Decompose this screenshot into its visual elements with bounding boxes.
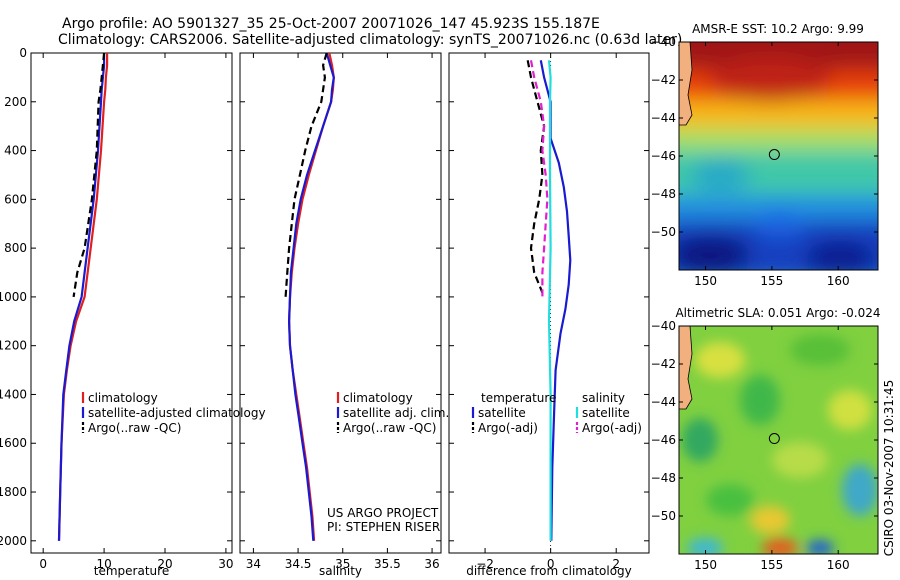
sla-map-title: Altimetric SLA: 0.051 Argo: -0.024 [675,306,880,320]
y-tick-label: −42 [651,73,676,87]
header-line-1: Argo profile: AO 5901327_35 25-Oct-2007 … [62,16,600,32]
x-tick-label: 0 [39,557,47,571]
x-tick-label: 155 [760,558,783,572]
project-line-1: US ARGO PROJECT [327,506,439,520]
series-line [287,52,335,541]
x-tick-label: 150 [694,558,717,572]
x-axis-label: difference from climatology [466,564,632,578]
y-tick-label: −44 [651,395,676,409]
sla-map-raster [679,326,878,554]
legend-entry: satellite [478,406,526,420]
x-tick-label: 160 [827,274,850,288]
y-tick-label: −46 [651,149,676,163]
header-line-2: Climatology: CARS2006. Satellite-adjuste… [58,32,682,48]
x-tick-label: 30 [218,557,233,571]
y-tick-label: −40 [651,35,676,49]
x-tick-label: 35.5 [374,557,401,571]
salinity-profile-frame [239,52,442,554]
difference-profile-frame [448,52,650,554]
series-line [57,53,106,541]
project-line-2: PI: STEPHEN RISER [327,520,440,534]
series-line [529,60,549,297]
legend-entry: climatology [343,391,413,405]
y-tick-label: 0 [19,46,27,60]
sst-map-title: AMSR-E SST: 10.2 Argo: 9.99 [692,22,864,36]
x-tick-label: 2 [612,557,620,571]
y-tick-label: −50 [651,225,676,239]
x-axis-label: temperature [94,564,169,578]
temperature-profile-frame [30,52,233,554]
x-tick-label: 150 [694,274,717,288]
x-tick-label: 35 [335,557,350,571]
y-tick-label: 1600 [0,436,27,450]
y-tick-label: 600 [4,192,27,206]
series-line [539,60,572,541]
timestamp-label: CSIRO 03-Nov-2007 10:31:45 [882,380,896,556]
series-line [284,52,328,297]
y-tick-label: 1800 [0,485,27,499]
y-tick-label: −44 [651,111,676,125]
x-tick-label: 20 [157,557,172,571]
x-tick-label: 155 [760,274,783,288]
y-tick-label: 1200 [0,339,27,353]
series-line [526,60,546,298]
y-tick-label: −40 [651,319,676,333]
series-line [547,60,552,541]
x-tick-label: 34.5 [285,557,312,571]
argo-location-marker [768,433,780,445]
legend-title: salinity [582,391,625,405]
y-tick-label: −48 [651,471,676,485]
legend-entry: climatology [88,391,158,405]
argo-location-marker [768,149,780,161]
y-tick-label: 2000 [0,534,27,548]
x-axis-label: salinity [319,564,362,578]
y-tick-label: 400 [4,144,27,158]
temperature-profile: 0 10 20 30 0 200 400 600 800 1000 1200 1400 1600 1800… [0,46,266,578]
sst-map-raster [679,42,878,270]
salinity-profile: 34 34.5 35 35.5 36 salinity climatologysatelli… [239,52,449,578]
legend-entry: Argo(-adj) [478,421,538,435]
y-tick-label: 800 [4,241,27,255]
legend-title: temperature [481,391,556,405]
x-tick-label: −2 [476,557,494,571]
y-tick-label: 1400 [0,387,27,401]
x-tick-label: 10 [96,557,111,571]
y-tick-label: −48 [651,187,676,201]
legend-entry: Argo(-adj) [582,421,642,435]
y-tick-label: −46 [651,433,676,447]
legend-entry: Argo(..raw -QC) [88,421,181,435]
x-tick-label: 0 [547,557,555,571]
sst-map: 150 155 160 −40 −42 −44 −46 −48 −50 [651,35,879,288]
legend-entry: satellite adj. clim. [343,406,449,420]
y-tick-label: 1000 [0,290,27,304]
x-tick-label: 34 [246,557,261,571]
legend-entry: satellite [582,406,630,420]
legend-entry: Argo(..raw -QC) [343,421,436,435]
legend-entry: satellite-adjusted climatology [88,406,266,420]
sla-map: 150 155 160 −40 −42 −44 −46 −48 −50 [651,319,879,572]
y-tick-label: −42 [651,357,676,371]
x-tick-label: 36 [424,557,439,571]
y-tick-label: −50 [651,509,676,523]
series-line [287,52,335,541]
y-tick-label: 200 [4,95,27,109]
x-tick-label: 160 [827,558,850,572]
